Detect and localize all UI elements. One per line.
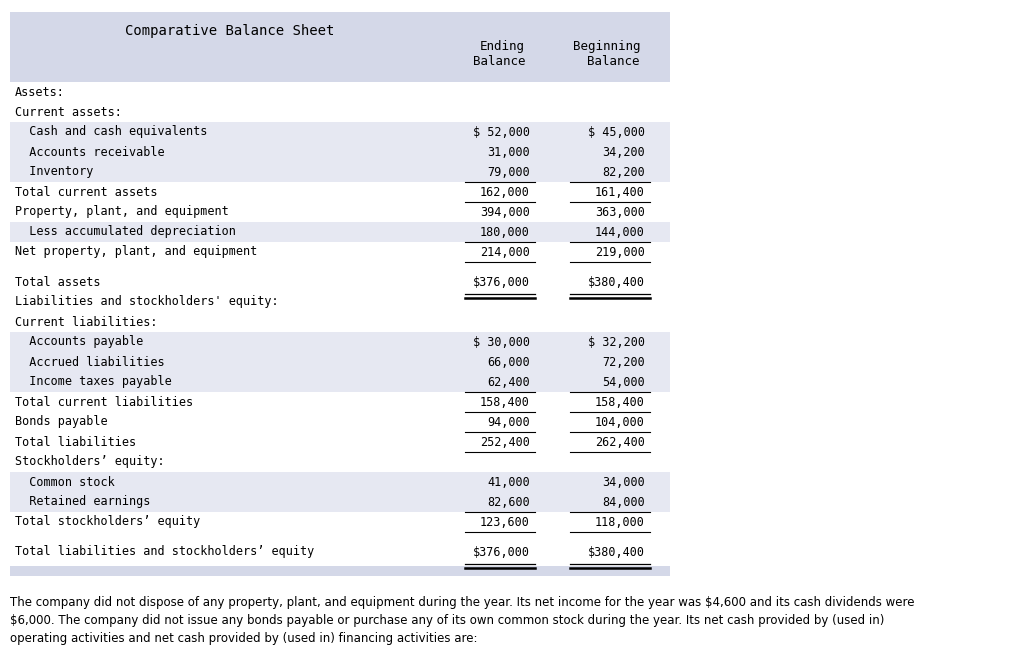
Bar — [10, 352, 670, 372]
Text: Total current liabilities: Total current liabilities — [15, 396, 194, 409]
Text: 41,000: 41,000 — [487, 476, 530, 489]
Text: Less accumulated depreciation: Less accumulated depreciation — [15, 226, 236, 239]
Bar — [10, 372, 670, 392]
Text: 34,200: 34,200 — [602, 146, 645, 159]
Text: 82,200: 82,200 — [602, 165, 645, 179]
Text: $380,400: $380,400 — [588, 546, 645, 558]
Text: 363,000: 363,000 — [595, 206, 645, 218]
Text: Income taxes payable: Income taxes payable — [15, 376, 172, 388]
Text: 144,000: 144,000 — [595, 226, 645, 239]
Text: 180,000: 180,000 — [480, 226, 530, 239]
Text: $376,000: $376,000 — [473, 276, 530, 288]
Text: 31,000: 31,000 — [487, 146, 530, 159]
Text: $ 30,000: $ 30,000 — [473, 335, 530, 349]
Text: Accounts payable: Accounts payable — [15, 335, 143, 349]
Text: $ 32,200: $ 32,200 — [588, 335, 645, 349]
Text: Current liabilities:: Current liabilities: — [15, 315, 158, 329]
Text: 158,400: 158,400 — [595, 396, 645, 409]
Text: 262,400: 262,400 — [595, 435, 645, 448]
Bar — [10, 12, 670, 82]
Text: 34,000: 34,000 — [602, 476, 645, 489]
Bar — [10, 332, 670, 352]
Bar — [10, 222, 670, 242]
Text: Total current assets: Total current assets — [15, 185, 158, 198]
Text: Assets:: Assets: — [15, 85, 65, 99]
Text: 118,000: 118,000 — [595, 515, 645, 528]
Text: 84,000: 84,000 — [602, 495, 645, 509]
Text: Balance: Balance — [472, 55, 525, 68]
Text: 94,000: 94,000 — [487, 415, 530, 429]
Text: Total stockholders’ equity: Total stockholders’ equity — [15, 515, 201, 528]
Text: Accounts receivable: Accounts receivable — [15, 146, 165, 159]
Text: The company did not dispose of any property, plant, and equipment during the yea: The company did not dispose of any prope… — [10, 596, 914, 645]
Text: Current assets:: Current assets: — [15, 106, 122, 118]
Bar — [10, 142, 670, 162]
Text: 162,000: 162,000 — [480, 185, 530, 198]
Bar — [10, 472, 670, 492]
Text: $ 52,000: $ 52,000 — [473, 126, 530, 138]
Text: 219,000: 219,000 — [595, 245, 645, 259]
Text: $380,400: $380,400 — [588, 276, 645, 288]
Text: Ending: Ending — [480, 40, 525, 53]
Text: Common stock: Common stock — [15, 476, 115, 489]
Text: 104,000: 104,000 — [595, 415, 645, 429]
Text: $376,000: $376,000 — [473, 546, 530, 558]
Text: Total liabilities and stockholders’ equity: Total liabilities and stockholders’ equi… — [15, 546, 314, 558]
Text: Total assets: Total assets — [15, 276, 100, 288]
Text: 161,400: 161,400 — [595, 185, 645, 198]
Text: Accrued liabilities: Accrued liabilities — [15, 355, 165, 368]
Text: 66,000: 66,000 — [487, 355, 530, 368]
Bar — [10, 492, 670, 512]
Bar — [10, 122, 670, 142]
Text: Property, plant, and equipment: Property, plant, and equipment — [15, 206, 228, 218]
Text: 123,600: 123,600 — [480, 515, 530, 528]
Text: 62,400: 62,400 — [487, 376, 530, 388]
Text: Beginning: Beginning — [572, 40, 640, 53]
Text: Total liabilities: Total liabilities — [15, 435, 136, 448]
Text: 79,000: 79,000 — [487, 165, 530, 179]
Text: Liabilities and stockholders' equity:: Liabilities and stockholders' equity: — [15, 296, 279, 308]
Text: Net property, plant, and equipment: Net property, plant, and equipment — [15, 245, 257, 259]
Text: Retained earnings: Retained earnings — [15, 495, 151, 509]
Text: Comparative Balance Sheet: Comparative Balance Sheet — [125, 24, 335, 38]
Text: Bonds payable: Bonds payable — [15, 415, 108, 429]
Text: 72,200: 72,200 — [602, 355, 645, 368]
Text: 82,600: 82,600 — [487, 495, 530, 509]
Text: Cash and cash equivalents: Cash and cash equivalents — [15, 126, 208, 138]
Bar — [10, 566, 670, 576]
Text: 214,000: 214,000 — [480, 245, 530, 259]
Text: 54,000: 54,000 — [602, 376, 645, 388]
Text: 394,000: 394,000 — [480, 206, 530, 218]
Bar — [10, 162, 670, 182]
Text: 252,400: 252,400 — [480, 435, 530, 448]
Text: 158,400: 158,400 — [480, 396, 530, 409]
Text: Stockholders’ equity:: Stockholders’ equity: — [15, 456, 165, 468]
Text: Balance: Balance — [588, 55, 640, 68]
Text: Inventory: Inventory — [15, 165, 93, 179]
Text: $ 45,000: $ 45,000 — [588, 126, 645, 138]
